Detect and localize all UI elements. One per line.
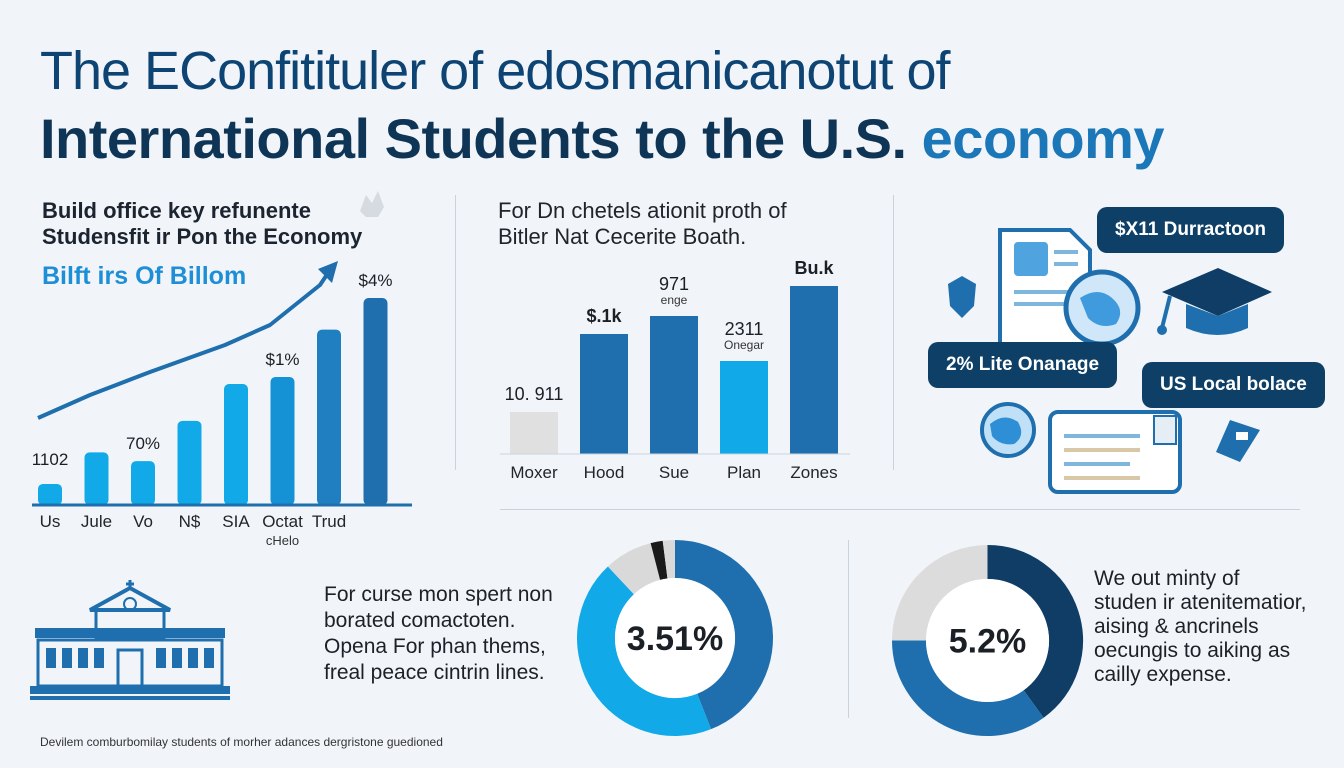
left-heading-line2: Studensfit ir Pon the Economy bbox=[42, 224, 363, 249]
stat-pill-3: US Local bolace bbox=[1142, 362, 1325, 408]
x-tick-label: Trud bbox=[312, 512, 346, 531]
data-label: 971 bbox=[659, 274, 689, 294]
x-tick-label: Zones bbox=[790, 463, 837, 482]
divider-bottom bbox=[848, 540, 849, 718]
data-label: 70% bbox=[126, 434, 160, 453]
data-label: 1102 bbox=[32, 450, 69, 469]
donut-chart-2: 5.2% bbox=[892, 545, 1083, 736]
divider-right bbox=[893, 195, 894, 470]
donut-slice-2 bbox=[892, 545, 989, 642]
education-illustration bbox=[948, 228, 1272, 494]
bar-4 bbox=[790, 286, 838, 454]
bar-1 bbox=[580, 334, 628, 454]
donut-slice-4 bbox=[662, 540, 676, 579]
mid-heading-line2: Bitler Nat Cecerite Boath. bbox=[498, 224, 747, 249]
bar-3 bbox=[177, 420, 202, 505]
data-label: Bu.k bbox=[794, 258, 834, 278]
divider-horizontal bbox=[500, 509, 1300, 510]
data-label: $4% bbox=[358, 271, 392, 290]
donut-center-label: 3.51% bbox=[627, 620, 723, 658]
globe-icon bbox=[1063, 269, 1141, 347]
donut-hole bbox=[926, 579, 1049, 702]
page-title-line2: International Students to the U.S. econo… bbox=[40, 106, 1165, 171]
donut-slice-1 bbox=[892, 639, 1044, 736]
divider-left bbox=[455, 195, 456, 470]
data-sublabel: Onegar bbox=[724, 338, 764, 352]
bottom-left-paragraph: For curse mon spert non borated comactot… bbox=[324, 583, 553, 684]
bar-6 bbox=[317, 329, 341, 505]
x-tick-label: Sue bbox=[659, 463, 689, 482]
trend-arrow-line bbox=[37, 265, 334, 420]
donut-center-label: 5.2% bbox=[949, 623, 1027, 661]
footnote: Devilem comburbomilay students of morher… bbox=[40, 735, 443, 749]
data-sublabel: enge bbox=[661, 293, 688, 307]
stat-pill-1: $X11 Durractoon bbox=[1097, 207, 1284, 253]
stat-pill-2: 2% Lite Onanage bbox=[928, 342, 1118, 388]
graduation-cap-icon bbox=[1157, 268, 1272, 335]
x-tick-label: Octat bbox=[262, 512, 303, 531]
laptop-icon bbox=[1048, 410, 1182, 494]
donut-slice-0 bbox=[986, 545, 1083, 718]
bar-2 bbox=[650, 316, 698, 454]
bar-4 bbox=[224, 383, 248, 505]
x-tick-label: Hood bbox=[584, 463, 625, 482]
trend-arrow-head bbox=[318, 261, 338, 283]
hand-icon bbox=[360, 191, 384, 217]
donut-slice-2 bbox=[607, 543, 661, 595]
left-heading-line1: Build office key refunente bbox=[42, 198, 311, 223]
data-label: 10. 911 bbox=[505, 384, 564, 404]
page-title-main: International Students to the U.S. bbox=[40, 107, 907, 170]
donut-chart-1: 3.51% bbox=[577, 540, 773, 736]
x-tick-sublabel: cHelo bbox=[266, 533, 299, 548]
mid-heading-line1: For Dn chetels ationit proth of bbox=[498, 198, 787, 223]
bar-5 bbox=[270, 376, 295, 505]
phone-icon bbox=[1216, 420, 1260, 462]
bar-1 bbox=[84, 452, 109, 505]
small-globe-icon bbox=[980, 402, 1036, 458]
left-bar-chart: Us 1102 Jule Vo 70% N$ SIA Octat cHelo $1% Trud $4% bbox=[32, 261, 412, 548]
page-title-accent: economy bbox=[921, 107, 1165, 170]
building-icon bbox=[30, 580, 230, 700]
bar-2 bbox=[131, 461, 155, 505]
shield-icon bbox=[948, 276, 976, 318]
x-tick-label: SIA bbox=[222, 512, 250, 531]
x-tick-label: Plan bbox=[727, 463, 761, 482]
data-label: $.1k bbox=[586, 306, 622, 326]
left-chart-subtitle: Bilft irs Of Billom bbox=[42, 262, 247, 290]
bar-0 bbox=[38, 483, 62, 505]
page-title-line1: The EConfitituler of edosmanicanotut of bbox=[40, 41, 951, 101]
bar-3 bbox=[720, 361, 768, 454]
x-tick-label: Moxer bbox=[510, 463, 558, 482]
bar-7 bbox=[363, 298, 388, 505]
x-tick-label: Us bbox=[40, 512, 61, 531]
bar-0 bbox=[510, 412, 558, 454]
donut-slice-0 bbox=[674, 540, 773, 730]
data-label: $1% bbox=[265, 350, 299, 369]
donut-slice-1 bbox=[577, 566, 712, 736]
x-tick-label: Jule bbox=[81, 512, 112, 531]
donut-hole bbox=[615, 578, 735, 698]
x-tick-label: N$ bbox=[179, 512, 201, 531]
data-label: 2311 bbox=[725, 319, 764, 339]
donut-slice-3 bbox=[650, 540, 668, 580]
bottom-right-paragraph: We out minty of studen ir atenitematior,… bbox=[1094, 567, 1307, 686]
x-tick-label: Vo bbox=[133, 512, 153, 531]
